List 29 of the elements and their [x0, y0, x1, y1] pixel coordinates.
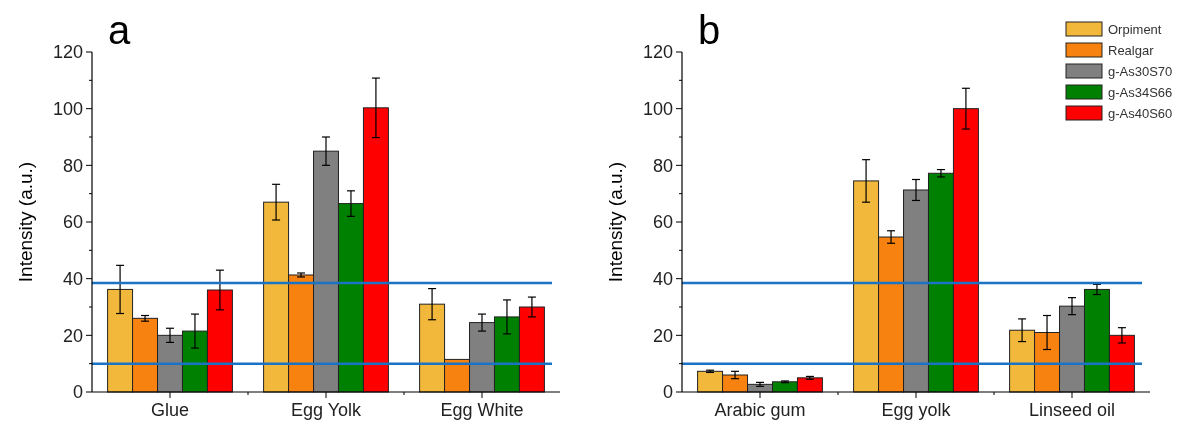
y-tick-label: 120	[52, 42, 83, 63]
y-tick-label: 120	[642, 42, 673, 63]
legend-label: g-As40S60	[1108, 105, 1173, 121]
x-tick-label: Egg White	[440, 400, 524, 420]
y-tick-label: 0	[72, 382, 83, 403]
y-tick-label: 80	[652, 155, 673, 176]
chart-title: b	[698, 8, 721, 52]
x-tick-label: Linseed oil	[1028, 400, 1116, 420]
chart-title: a	[108, 8, 131, 52]
y-tick-label: 80	[62, 155, 83, 176]
y-tick-label: 40	[62, 268, 83, 289]
y-tick-label: 60	[652, 212, 673, 233]
y-tick-label: 100	[52, 98, 83, 119]
legend-label: g-As30S70	[1108, 63, 1173, 79]
x-tick-label: Arabic gum	[714, 400, 806, 420]
y-tick-label: 60	[62, 212, 83, 233]
x-tick-label: Glue	[150, 400, 190, 420]
y-axis-title: Intensity (a.u.)	[15, 161, 36, 283]
y-tick-label: 0	[662, 382, 673, 403]
y-tick-label: 20	[652, 325, 673, 346]
y-tick-label: 100	[642, 98, 673, 119]
legend-label: Realgar	[1108, 42, 1155, 58]
legend-label: g-As34S66	[1108, 84, 1173, 100]
legend-label: Orpiment	[1108, 21, 1162, 37]
y-axis-title: Intensity (a.u.)	[605, 161, 626, 283]
x-tick-label: Egg yolk	[881, 400, 952, 420]
x-tick-label: Egg Yolk	[290, 400, 363, 420]
y-tick-label: 40	[652, 268, 673, 289]
y-tick-label: 20	[62, 325, 83, 346]
